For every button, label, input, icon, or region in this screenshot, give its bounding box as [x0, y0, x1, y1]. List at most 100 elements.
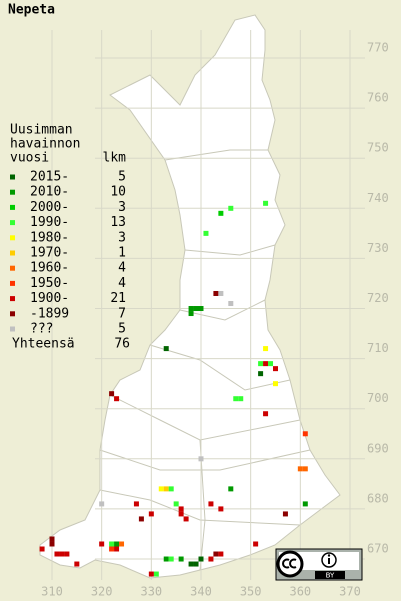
observation — [213, 290, 219, 296]
legend-swatch — [10, 204, 15, 210]
land — [39, 14, 341, 579]
observation — [178, 511, 184, 517]
legend-label: 1900- — [30, 291, 69, 306]
y-tick-label: 770 — [367, 41, 389, 55]
x-tick-label: 360 — [289, 585, 311, 599]
legend-label: 1950- — [30, 276, 69, 291]
cc-glyph — [282, 558, 297, 569]
observation — [263, 346, 269, 352]
observation — [163, 556, 169, 562]
legend-label: 2010- — [30, 185, 69, 200]
legend-swatch — [10, 296, 15, 302]
observation — [302, 501, 308, 507]
observation — [59, 551, 65, 557]
by-head — [327, 554, 331, 557]
observation — [208, 556, 214, 562]
y-tick-label: 730 — [367, 241, 389, 255]
observation — [208, 501, 214, 507]
legend-label: 1970- — [30, 246, 69, 261]
legend-label: 2015- — [30, 170, 69, 185]
legend-heading: Uusimman — [10, 123, 73, 138]
observation — [163, 486, 169, 492]
observation — [238, 396, 244, 402]
legend-count: 13 — [110, 215, 126, 230]
observation — [273, 381, 278, 387]
observation — [302, 466, 308, 472]
observation — [263, 411, 269, 417]
legend-count: 4 — [118, 261, 126, 276]
observation — [114, 546, 120, 552]
observation — [109, 541, 115, 547]
legend-swatch — [10, 250, 15, 256]
license-badge: BY — [275, 548, 363, 581]
legend-swatch — [10, 220, 15, 226]
observation — [203, 230, 209, 236]
observation — [39, 546, 45, 552]
legend-swatch — [10, 311, 15, 317]
legend-total: 76 — [114, 337, 130, 352]
legend-count: 5 — [118, 322, 126, 337]
legend-swatch — [10, 326, 15, 332]
observation — [153, 571, 159, 577]
observation — [258, 361, 264, 367]
observation — [198, 456, 204, 462]
observation — [218, 551, 224, 557]
legend-count: 21 — [110, 291, 126, 306]
observation — [114, 541, 120, 547]
y-tick-label: 750 — [367, 141, 389, 155]
observation — [49, 541, 55, 547]
observation — [49, 536, 55, 542]
y-tick-label: 740 — [367, 191, 389, 205]
observation — [133, 501, 139, 507]
y-tick-label: 710 — [367, 341, 389, 355]
legend-label: -1899 — [30, 306, 69, 321]
observation — [99, 541, 105, 547]
observation — [188, 561, 194, 567]
finland-outline — [39, 14, 341, 579]
observation — [282, 511, 288, 517]
observation — [168, 556, 174, 562]
observation — [54, 551, 60, 557]
observation — [64, 551, 70, 557]
x-tick-label: 330 — [140, 585, 162, 599]
observation — [178, 506, 184, 512]
legend-count: 4 — [118, 276, 126, 291]
legend-count: 10 — [110, 185, 126, 200]
observation — [198, 306, 204, 312]
legend-count-header: lkm — [103, 151, 127, 166]
legend-count: 1 — [118, 246, 126, 261]
legend-label: 1980- — [30, 230, 69, 245]
observation — [163, 346, 169, 352]
legend-total-label: Yhteensä — [12, 337, 75, 352]
legend-swatch — [10, 189, 15, 195]
observation — [218, 290, 224, 296]
observation — [193, 306, 199, 312]
points — [39, 200, 308, 577]
observation — [273, 366, 278, 372]
observation — [178, 556, 184, 562]
legend-swatch — [10, 235, 15, 241]
observation — [228, 301, 234, 307]
observation — [297, 466, 303, 472]
y-tick-label: 670 — [367, 542, 389, 556]
observation — [228, 205, 234, 211]
legend-swatch — [10, 174, 15, 180]
observation — [109, 546, 115, 552]
legend-count: 3 — [118, 230, 126, 245]
observation — [253, 541, 259, 547]
observation — [188, 306, 194, 312]
observation — [263, 361, 269, 367]
by-glyph — [328, 558, 330, 564]
legend-count: 7 — [118, 306, 126, 321]
observation — [233, 396, 239, 402]
y-tick-label: 760 — [367, 91, 389, 105]
region-borders — [99, 149, 311, 571]
observation — [218, 210, 224, 216]
by-band — [315, 571, 345, 579]
observation — [213, 551, 219, 557]
observation — [74, 561, 80, 567]
observation — [109, 391, 115, 397]
observation — [263, 200, 269, 206]
